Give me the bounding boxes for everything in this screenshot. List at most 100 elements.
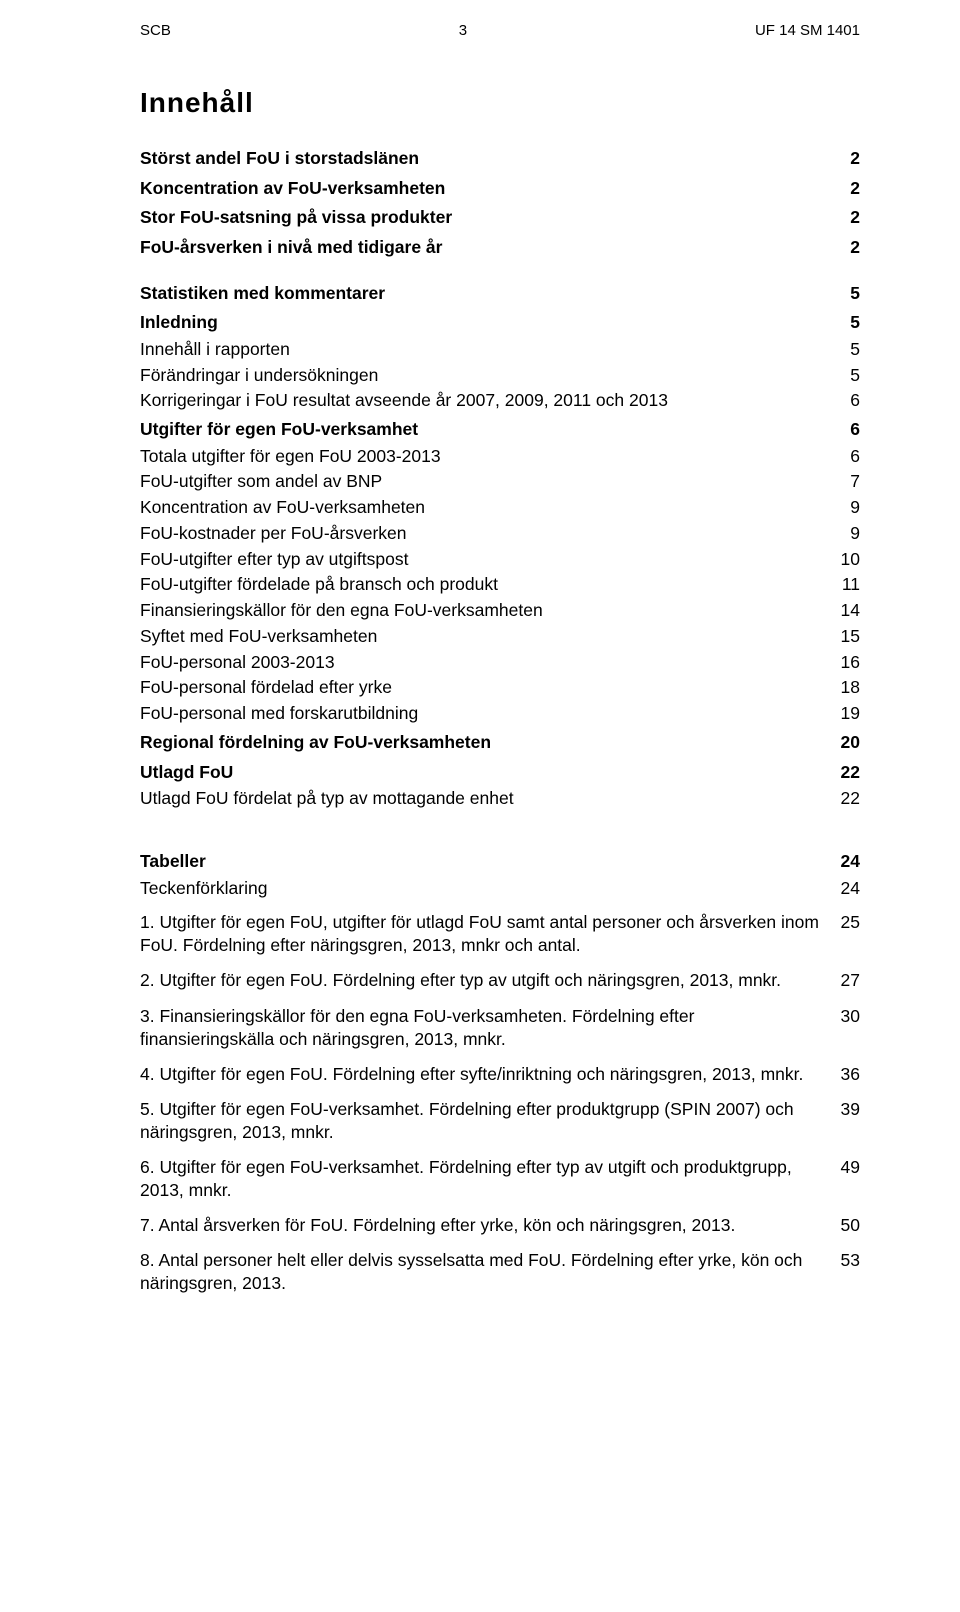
toc-label: FoU-personal med forskarutbildning [140,702,822,725]
toc-page-number: 2 [822,147,860,171]
toc-row: Störst andel FoU i storstadslänen2 [140,147,860,171]
toc-row: FoU-årsverken i nivå med tidigare år2 [140,236,860,260]
toc-page-number: 10 [822,548,860,571]
toc-row: Inledning5 [140,311,860,335]
toc-page-number: 22 [822,761,860,785]
toc-page-number: 27 [822,970,860,991]
header-center: 3 [459,22,467,39]
toc-label: Regional fördelning av FoU-verksamheten [140,731,822,755]
toc-page-number: 50 [822,1215,860,1236]
toc-label: Syftet med FoU-verksamheten [140,625,822,648]
toc-page-number: 5 [822,282,860,306]
toc-label: Tabeller [140,850,822,874]
toc-row: Korrigeringar i FoU resultat avseende år… [140,389,860,412]
toc-label: Inledning [140,311,822,335]
toc-label: Statistiken med kommentarer [140,282,822,306]
toc-page-number: 11 [822,573,860,596]
toc-page-number: 30 [822,1006,860,1027]
header-left: SCB [140,22,171,39]
toc-page-number: 6 [822,418,860,442]
toc-page-number: 5 [822,364,860,387]
toc-row: FoU-utgifter fördelade på bransch och pr… [140,573,860,596]
toc-label: FoU-kostnader per FoU-årsverken [140,522,822,545]
toc-row: 8. Antal personer helt eller delvis syss… [140,1249,860,1295]
toc-page-number: 24 [822,877,860,900]
toc-label: Totala utgifter för egen FoU 2003-2013 [140,445,822,468]
toc-row: Syftet med FoU-verksamheten15 [140,625,860,648]
toc-label: 2. Utgifter för egen FoU. Fördelning eft… [140,969,822,992]
toc-page-number: 9 [822,496,860,519]
toc-page-number: 24 [822,850,860,874]
toc-label: 4. Utgifter för egen FoU. Fördelning eft… [140,1063,822,1086]
toc-row: Koncentration av FoU-verksamheten9 [140,496,860,519]
header-right: UF 14 SM 1401 [755,22,860,39]
toc-page-number: 2 [822,177,860,201]
toc-row: 7. Antal årsverken för FoU. Fördelning e… [140,1214,860,1237]
toc-page-number: 15 [822,625,860,648]
toc-page-number: 2 [822,206,860,230]
toc-label: Koncentration av FoU-verksamheten [140,496,822,519]
toc-label: FoU-utgifter som andel av BNP [140,470,822,493]
toc-label: Teckenförklaring [140,877,822,900]
toc-row: 2. Utgifter för egen FoU. Fördelning eft… [140,969,860,992]
toc-row: 4. Utgifter för egen FoU. Fördelning eft… [140,1063,860,1086]
toc-label: Utlagd FoU [140,761,822,785]
toc-page-number: 39 [822,1099,860,1120]
toc-label: FoU-personal fördelad efter yrke [140,676,822,699]
toc-row: Förändringar i undersökningen5 [140,364,860,387]
toc-row: Totala utgifter för egen FoU 2003-20136 [140,445,860,468]
toc-label: Utgifter för egen FoU-verksamhet [140,418,822,442]
toc-row: 5. Utgifter för egen FoU-verksamhet. För… [140,1098,860,1144]
toc-row: FoU-utgifter som andel av BNP7 [140,470,860,493]
toc-row: Utlagd FoU fördelat på typ av mottagande… [140,787,860,810]
toc-row: Utgifter för egen FoU-verksamhet6 [140,418,860,442]
toc-row: Innehåll i rapporten5 [140,338,860,361]
toc-label: Korrigeringar i FoU resultat avseende år… [140,389,822,412]
table-of-contents: Störst andel FoU i storstadslänen2Koncen… [140,147,860,899]
toc-page-number: 36 [822,1064,860,1085]
toc-row: Teckenförklaring24 [140,877,860,900]
toc-label: FoU-årsverken i nivå med tidigare år [140,236,822,260]
toc-label: Förändringar i undersökningen [140,364,822,387]
toc-label: 3. Finansieringskällor för den egna FoU-… [140,1005,822,1051]
toc-row: Tabeller24 [140,850,860,874]
toc-row: FoU-kostnader per FoU-årsverken9 [140,522,860,545]
toc-page-number: 53 [822,1250,860,1271]
toc-page-number: 2 [822,236,860,260]
toc-label: 8. Antal personer helt eller delvis syss… [140,1249,822,1295]
toc-page-number: 6 [822,389,860,412]
toc-row: 6. Utgifter för egen FoU-verksamhet. För… [140,1156,860,1202]
toc-row: FoU-personal 2003-201316 [140,651,860,674]
toc-page-number: 9 [822,522,860,545]
toc-row: FoU-personal fördelad efter yrke18 [140,676,860,699]
toc-page-number: 7 [822,470,860,493]
table-of-contents-numbered: 1. Utgifter för egen FoU, utgifter för u… [140,911,860,1295]
toc-row: Finansieringskällor för den egna FoU-ver… [140,599,860,622]
toc-page-number: 22 [822,787,860,810]
toc-label: 6. Utgifter för egen FoU-verksamhet. För… [140,1156,822,1202]
toc-label: Finansieringskällor för den egna FoU-ver… [140,599,822,622]
toc-label: 1. Utgifter för egen FoU, utgifter för u… [140,911,822,957]
toc-label: FoU-utgifter efter typ av utgiftspost [140,548,822,571]
toc-row: Stor FoU-satsning på vissa produkter2 [140,206,860,230]
toc-page-number: 18 [822,676,860,699]
toc-label: Störst andel FoU i storstadslänen [140,147,822,171]
toc-page-number: 25 [822,912,860,933]
toc-page-number: 14 [822,599,860,622]
toc-label: Koncentration av FoU-verksamheten [140,177,822,201]
toc-label: 7. Antal årsverken för FoU. Fördelning e… [140,1214,822,1237]
toc-label: Innehåll i rapporten [140,338,822,361]
toc-row: Regional fördelning av FoU-verksamheten2… [140,731,860,755]
toc-page-number: 20 [822,731,860,755]
toc-row: FoU-personal med forskarutbildning19 [140,702,860,725]
toc-row: FoU-utgifter efter typ av utgiftspost10 [140,548,860,571]
toc-page-number: 16 [822,651,860,674]
toc-label: Stor FoU-satsning på vissa produkter [140,206,822,230]
toc-page-number: 5 [822,311,860,335]
page-title: Innehåll [140,87,860,119]
running-header: SCB 3 UF 14 SM 1401 [140,22,860,39]
page: SCB 3 UF 14 SM 1401 Innehåll Störst ande… [0,0,960,1335]
toc-label: 5. Utgifter för egen FoU-verksamhet. För… [140,1098,822,1144]
toc-page-number: 5 [822,338,860,361]
toc-row: 3. Finansieringskällor för den egna FoU-… [140,1005,860,1051]
